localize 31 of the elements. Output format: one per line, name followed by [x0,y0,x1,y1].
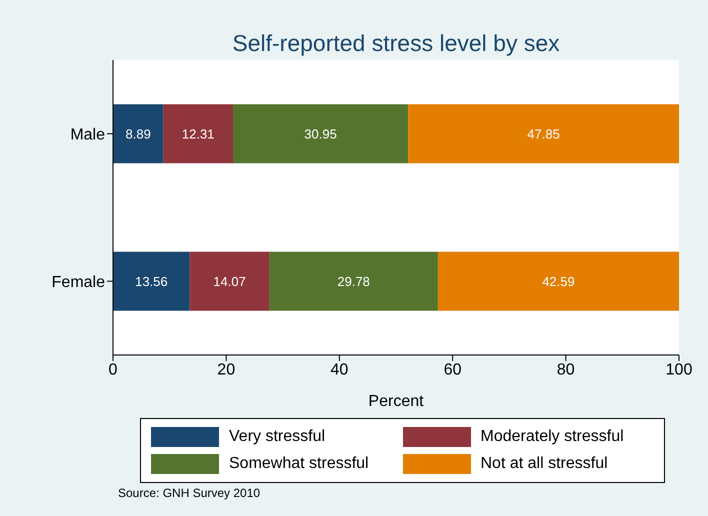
data-label: 29.78 [337,274,370,289]
source-note: Source: GNH Survey 2010 [118,486,260,500]
x-tick-label: 60 [444,361,462,378]
data-label: 42.59 [542,274,575,289]
legend-label: Somewhat stressful [229,454,369,473]
data-label: 12.31 [182,126,214,142]
y-tick-label: Female [52,274,106,291]
bar [232,104,408,164]
x-tick-label: 100 [666,361,692,378]
data-label: 13.56 [135,274,168,289]
bar [190,252,270,311]
y-tick-label: Male [70,126,106,144]
x-tick-label: 20 [217,361,236,378]
data-label: 14.07 [213,274,246,289]
data-label: 47.85 [527,126,560,142]
bar [438,252,679,311]
data-label: 8.89 [126,126,151,142]
legend-label: Very stressful [229,428,326,446]
x-tick-label: 80 [556,361,575,378]
x-tick-label: 40 [330,361,348,378]
bar [408,104,679,164]
x-tick-label: 0 [108,361,118,378]
x-axis-title: Percent [368,393,424,410]
legend-label: Not at all stressful [480,454,608,473]
bar [269,252,438,311]
bar [113,252,190,311]
bar [163,104,233,164]
chart-title: Self-reported stress level by sex [231,30,561,57]
legend-label: Moderately stressful [480,428,624,446]
data-label: 30.95 [304,126,337,142]
bar [113,104,164,164]
